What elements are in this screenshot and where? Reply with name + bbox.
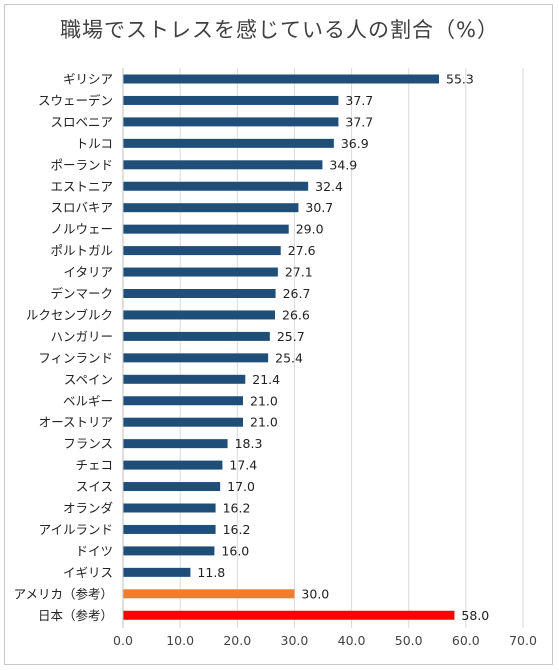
data-label: 17.4 (229, 458, 257, 473)
category-label: トルコ (76, 136, 113, 151)
x-tick-label: 0.0 (113, 633, 133, 648)
x-tick-label: 40.0 (338, 633, 366, 648)
category-label: アイルランド (39, 522, 113, 537)
bar (123, 289, 276, 298)
bar (123, 482, 221, 492)
data-label: 37.7 (345, 93, 373, 108)
category-label: フィンランド (38, 350, 113, 365)
category-label: ハンガリー (50, 329, 113, 344)
bar (123, 546, 215, 556)
data-label: 26.7 (283, 286, 311, 301)
category-label: デンマーク (50, 286, 113, 301)
category-label: オランダ (63, 501, 113, 516)
data-label: 21.0 (250, 393, 278, 408)
category-label: ギリシア (63, 72, 113, 87)
category-label: スイス (76, 479, 113, 494)
category-label: ポーランド (50, 157, 113, 172)
bar (123, 181, 309, 191)
data-label: 36.9 (341, 136, 369, 151)
data-label: 25.4 (275, 350, 303, 365)
x-tick-label: 20.0 (223, 633, 251, 648)
category-label: スロバキア (50, 200, 113, 215)
bar (123, 160, 323, 170)
category-label: イタリア (63, 265, 113, 280)
bar (123, 503, 216, 513)
category-label: 日本（参考） (38, 608, 113, 623)
chart-frame (4, 4, 553, 665)
bar (123, 224, 289, 234)
category-label: ルクセンブルク (26, 307, 113, 322)
chart-title: 職場でストレスを感じている人の割合（%） (60, 18, 499, 42)
data-label: 16.0 (221, 543, 249, 558)
data-label: 26.6 (282, 307, 310, 322)
x-tick-label: 60.0 (452, 633, 480, 648)
data-label: 17.0 (227, 479, 255, 494)
bar (123, 439, 228, 449)
data-label: 16.2 (223, 501, 251, 516)
data-label: 16.2 (223, 522, 251, 537)
bar (123, 567, 191, 577)
data-label: 11.8 (197, 565, 225, 580)
bar (123, 396, 243, 406)
data-label: 27.1 (285, 265, 313, 280)
bar (123, 610, 455, 620)
bar (123, 203, 299, 213)
data-label: 30.7 (305, 200, 333, 215)
data-label: 37.7 (345, 114, 373, 129)
bar (123, 589, 295, 599)
category-label: チェコ (75, 458, 113, 473)
bar (123, 117, 339, 127)
category-label: フランス (63, 436, 113, 451)
data-label: 27.6 (288, 243, 316, 258)
data-label: 25.7 (277, 329, 305, 344)
category-label: ベルギー (63, 393, 113, 408)
data-label: 21.0 (250, 415, 278, 430)
data-label: 18.3 (235, 436, 263, 451)
bar (123, 417, 243, 427)
category-label: ポルトガル (50, 243, 113, 258)
category-label: イギリス (63, 565, 113, 580)
bar (123, 310, 275, 320)
data-label: 34.9 (329, 157, 357, 172)
data-label: 30.0 (301, 586, 329, 601)
x-tick-label: 10.0 (166, 633, 194, 648)
data-label: 32.4 (315, 179, 343, 194)
x-tick-label: 30.0 (281, 633, 309, 648)
data-label: 29.0 (296, 222, 324, 237)
category-label: オーストリア (39, 415, 113, 430)
category-label: エストニア (50, 179, 113, 194)
data-label: 58.0 (461, 608, 489, 623)
bar (123, 246, 281, 256)
category-label: アメリカ（参考） (14, 586, 113, 601)
bar (123, 95, 339, 105)
x-tick-label: 70.0 (509, 633, 537, 648)
bar (123, 353, 269, 363)
category-label: ノルウェー (50, 222, 113, 237)
bar (123, 331, 270, 341)
category-label: スロベニア (50, 114, 113, 129)
data-label: 55.3 (446, 72, 474, 87)
bar (123, 460, 223, 470)
bar (123, 267, 278, 277)
data-label: 21.4 (252, 372, 280, 387)
bar (123, 524, 216, 534)
category-label: スペイン (64, 372, 113, 387)
bar (123, 374, 246, 384)
bar (123, 74, 439, 84)
x-tick-label: 50.0 (395, 633, 423, 648)
category-label: スウェーデン (38, 93, 113, 108)
bar (123, 138, 334, 148)
category-label: ドイツ (75, 543, 113, 558)
